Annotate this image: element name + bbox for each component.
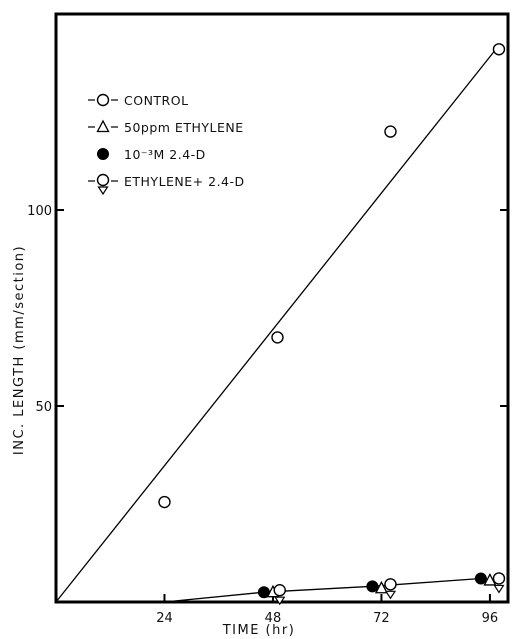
x-tick-label: 24 bbox=[156, 611, 173, 626]
open-circle-shape bbox=[384, 578, 397, 591]
legend-label: ETHYLENE+ 2.4-D bbox=[124, 174, 245, 189]
open-triangle-marker bbox=[96, 119, 110, 133]
open-triangle-shape bbox=[374, 580, 389, 594]
legend-label: 10⁻³M 2.4-D bbox=[124, 147, 206, 162]
x-tick-label: 96 bbox=[482, 611, 499, 626]
filled-circle-marker bbox=[97, 148, 109, 160]
open-circle-shape bbox=[96, 173, 110, 187]
open-circle-shape bbox=[273, 584, 286, 597]
filled-circle-shape bbox=[474, 572, 487, 585]
open-circle-shape bbox=[384, 125, 397, 138]
open-circle-marker bbox=[492, 43, 506, 56]
y-axis-title: INC. LENGTH (mm/section) bbox=[12, 245, 27, 455]
x-axis-title: TIME (hr) bbox=[222, 623, 296, 638]
open-circle-marker bbox=[96, 93, 110, 107]
filled-circle-shape bbox=[97, 148, 109, 160]
legend-item: CONTROL bbox=[88, 93, 189, 108]
open-circle-shape bbox=[492, 43, 506, 56]
control-fit-line bbox=[55, 44, 500, 603]
filled-circle-marker bbox=[257, 586, 270, 599]
legend-label: CONTROL bbox=[124, 93, 189, 108]
filled-circle-shape bbox=[257, 586, 270, 599]
inverted-triangle-shape bbox=[97, 186, 109, 196]
series-circle-over-triangle bbox=[273, 572, 506, 606]
legend: CONTROL 50ppm ETHYLENE 10⁻³M 2.4-D ETHYLENE… bbox=[88, 93, 245, 196]
y-tick-label: 50 bbox=[35, 400, 52, 415]
inverted-triangle-shape bbox=[493, 584, 505, 594]
inverted-triangle-shape bbox=[384, 590, 397, 600]
open-circle-shape bbox=[158, 495, 171, 509]
legend-label: 50ppm ETHYLENE bbox=[124, 120, 244, 135]
series-open-circle bbox=[158, 43, 506, 509]
x-tick-label: 72 bbox=[373, 611, 390, 626]
legend-item: 50ppm ETHYLENE bbox=[88, 119, 244, 135]
axis-ticks: 24 48 72 96 50 100 bbox=[27, 13, 508, 626]
series-filled-circle bbox=[257, 572, 487, 599]
open-circle-shape bbox=[492, 572, 506, 585]
inverted-triangle-shape bbox=[274, 596, 286, 606]
open-triangle-marker bbox=[483, 573, 497, 586]
filled-circle-marker bbox=[366, 580, 379, 593]
open-circle-marker bbox=[271, 331, 284, 344]
open-circle-marker bbox=[158, 495, 171, 509]
open-circle-shape bbox=[271, 331, 284, 344]
circle-over-triangle-marker bbox=[96, 173, 110, 196]
plot-frame bbox=[54, 12, 510, 604]
x-tick-label: 48 bbox=[265, 611, 282, 626]
circle-over-triangle-marker bbox=[492, 572, 506, 594]
legend-item: 10⁻³M 2.4-D bbox=[97, 147, 206, 162]
plot-border bbox=[54, 12, 510, 604]
open-triangle-shape bbox=[96, 119, 110, 133]
legend-item: ETHYLENE+ 2.4-D bbox=[88, 173, 245, 196]
open-triangle-shape bbox=[483, 573, 497, 586]
open-circle-shape bbox=[96, 93, 110, 107]
y-tick-label: 100 bbox=[27, 204, 52, 219]
filled-circle-marker bbox=[474, 572, 487, 585]
circle-over-triangle-marker bbox=[273, 584, 286, 606]
circle-over-triangle-marker bbox=[384, 578, 397, 600]
open-circle-marker bbox=[384, 125, 397, 138]
series-open-triangle bbox=[266, 573, 497, 598]
fit-lines bbox=[55, 44, 500, 603]
open-triangle-marker bbox=[374, 580, 389, 594]
data-points bbox=[158, 43, 506, 606]
filled-circle-shape bbox=[366, 580, 379, 593]
treatments-fit-line bbox=[164, 577, 481, 603]
